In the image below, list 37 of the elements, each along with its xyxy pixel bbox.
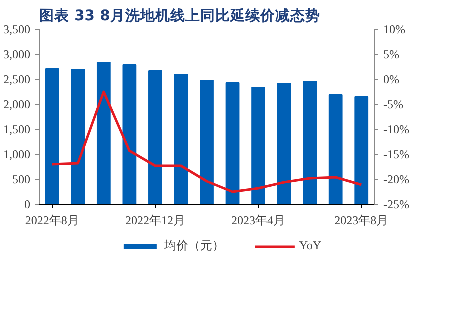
y2-tick-label: -5% — [384, 98, 404, 112]
y-tick-label: 2,500 — [4, 72, 30, 86]
y-tick-label: 0 — [24, 198, 30, 212]
y2-tick-label: -25% — [384, 198, 410, 212]
x-tick-label: 2022年12月 — [125, 214, 186, 228]
y2-tick-label: -15% — [384, 148, 410, 162]
x-tick-label: 2022年8月 — [25, 214, 80, 228]
line-series — [51, 90, 363, 194]
y2-tick-label: 10% — [384, 22, 406, 36]
y2-tick-label: -20% — [384, 172, 410, 186]
bar — [96, 62, 111, 204]
y-tick-label: 3,500 — [4, 22, 30, 36]
bar — [122, 64, 137, 204]
bar — [226, 82, 240, 204]
legend-label: YoY — [299, 238, 322, 254]
y2-tick-label: 0% — [384, 72, 400, 86]
x-tick-label: 2023年4月 — [232, 214, 286, 228]
bar — [71, 69, 86, 204]
y-tick-label: 3,000 — [4, 48, 30, 62]
bar — [148, 70, 162, 204]
legend-label: 均价（元） — [164, 238, 224, 254]
bar — [354, 96, 369, 204]
bar — [174, 74, 188, 204]
x-tick-label: 2023年8月 — [334, 214, 389, 228]
y2-tick-label: -10% — [384, 122, 410, 136]
bar — [200, 80, 214, 204]
chart-title: 图表 33 8月洗地机线上同比延续价减态势 — [40, 8, 320, 24]
y-tick-label: 1,500 — [4, 122, 30, 136]
bar — [45, 68, 60, 204]
y2-tick-label: 5% — [384, 48, 400, 62]
bar — [303, 81, 318, 204]
y-tick-label: 2,000 — [4, 98, 30, 112]
bar — [252, 87, 266, 204]
y-tick-label: 1,000 — [4, 148, 30, 162]
bar — [328, 94, 343, 204]
y-tick-label: 500 — [12, 172, 30, 186]
bar — [277, 83, 292, 204]
